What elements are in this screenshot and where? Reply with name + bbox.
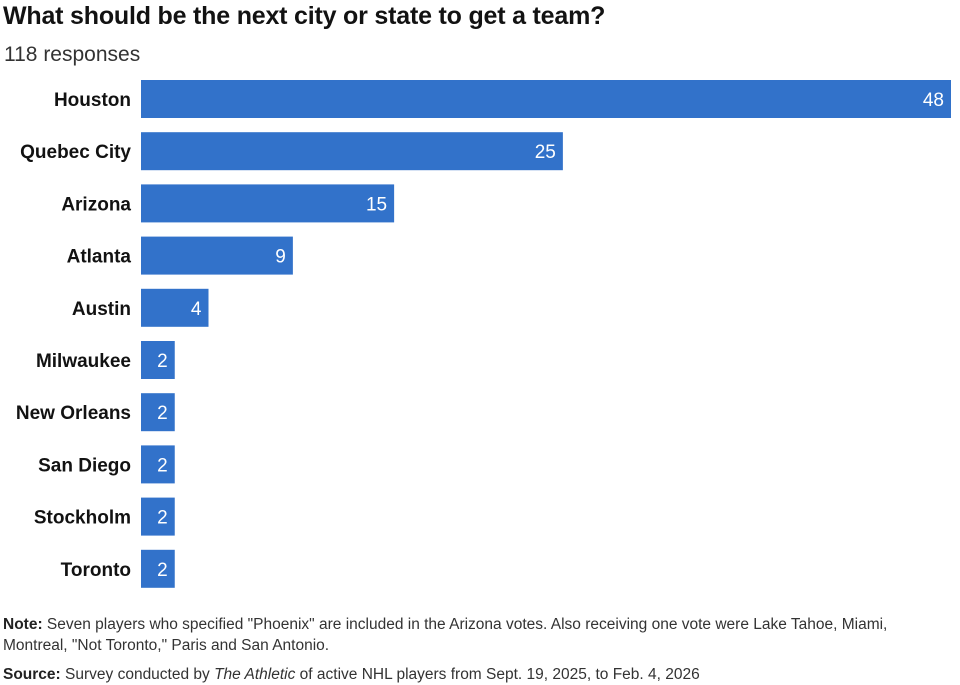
data-label: 4 — [191, 299, 202, 320]
bar — [141, 497, 175, 536]
data-label: 2 — [157, 455, 168, 476]
category-label: Stockholm — [34, 508, 131, 529]
chart-subtitle: 118 responses — [4, 43, 141, 66]
bar — [141, 132, 563, 171]
source-label: Source: — [3, 666, 61, 683]
source-text-after: of active NHL players from Sept. 19, 202… — [295, 666, 700, 683]
category-label: Houston — [54, 90, 131, 111]
bar — [141, 184, 395, 223]
bar — [141, 288, 209, 327]
bar — [141, 549, 175, 588]
data-label: 25 — [535, 142, 556, 163]
chart-title: What should be the next city or state to… — [3, 2, 606, 30]
category-label: New Orleans — [16, 403, 131, 424]
data-label: 15 — [366, 194, 387, 215]
data-label: 48 — [923, 90, 944, 111]
data-label: 2 — [157, 403, 168, 424]
category-label: Austin — [72, 299, 131, 320]
data-label: 2 — [157, 508, 168, 529]
category-label: Atlanta — [67, 247, 132, 268]
data-label: 9 — [275, 247, 286, 268]
bar — [141, 236, 293, 275]
category-label: Milwaukee — [36, 351, 131, 372]
category-label: Toronto — [61, 560, 131, 581]
category-label: Quebec City — [20, 142, 131, 163]
category-label: San Diego — [38, 455, 131, 476]
bar — [141, 445, 175, 484]
note-label: Note: — [3, 616, 43, 633]
category-label: Arizona — [61, 194, 131, 215]
chart-note: Note: Seven players who specified "Phoen… — [3, 614, 933, 656]
bar — [141, 393, 175, 432]
source-publication: The Athletic — [214, 666, 296, 683]
bar — [141, 341, 175, 379]
bar-chart: Houston 48 Quebec City 25 Arizona 15 Atlanta 9 A… — [16, 80, 951, 588]
source-text-before: Survey conducted by — [60, 666, 215, 683]
data-label: 2 — [157, 560, 168, 581]
bar — [141, 80, 951, 118]
data-label: 2 — [157, 351, 168, 372]
note-text: Seven players who specified "Phoenix" ar… — [3, 616, 888, 654]
chart-source: Source: Survey conducted by The Athletic… — [3, 664, 933, 685]
